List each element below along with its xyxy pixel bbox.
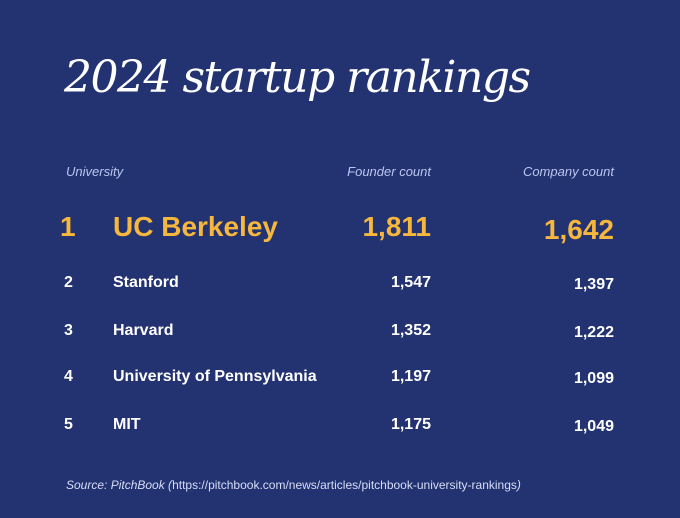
source-link[interactable]: https://pitchbook.com/news/articles/pitc… [172, 478, 517, 492]
university-name: University of Pennsylvania [113, 368, 317, 385]
column-header-company-count: Company count [522, 164, 614, 179]
rank: 4 [64, 368, 73, 385]
university-name: Stanford [113, 274, 179, 291]
company-count: 1,222 [573, 324, 614, 341]
founder-count: 1,811 [362, 211, 431, 242]
source-suffix: ) [516, 478, 521, 492]
column-header-university: University [66, 164, 124, 179]
page-title: 2024 startup rankings [64, 52, 531, 103]
column-header-founder-count: Founder count [347, 164, 431, 179]
source-note: Source: PitchBook (https://pitchbook.com… [66, 478, 521, 492]
rank: 5 [64, 416, 73, 433]
founder-count: 1,352 [390, 322, 431, 339]
company-count: 1,099 [573, 370, 614, 387]
university-name: Harvard [113, 322, 174, 339]
founder-count: 1,547 [390, 274, 431, 291]
founder-count: 1,197 [390, 368, 431, 385]
source-prefix: Source: PitchBook ( [66, 478, 173, 492]
company-count: 1,049 [573, 418, 614, 435]
company-count: 1,642 [543, 214, 614, 245]
rank: 1 [60, 211, 76, 242]
rank: 3 [64, 322, 73, 339]
rank: 2 [64, 274, 73, 291]
university-name: UC Berkeley [113, 211, 278, 242]
founder-count: 1,175 [390, 416, 431, 433]
university-name: MIT [113, 416, 141, 433]
company-count: 1,397 [573, 276, 614, 293]
